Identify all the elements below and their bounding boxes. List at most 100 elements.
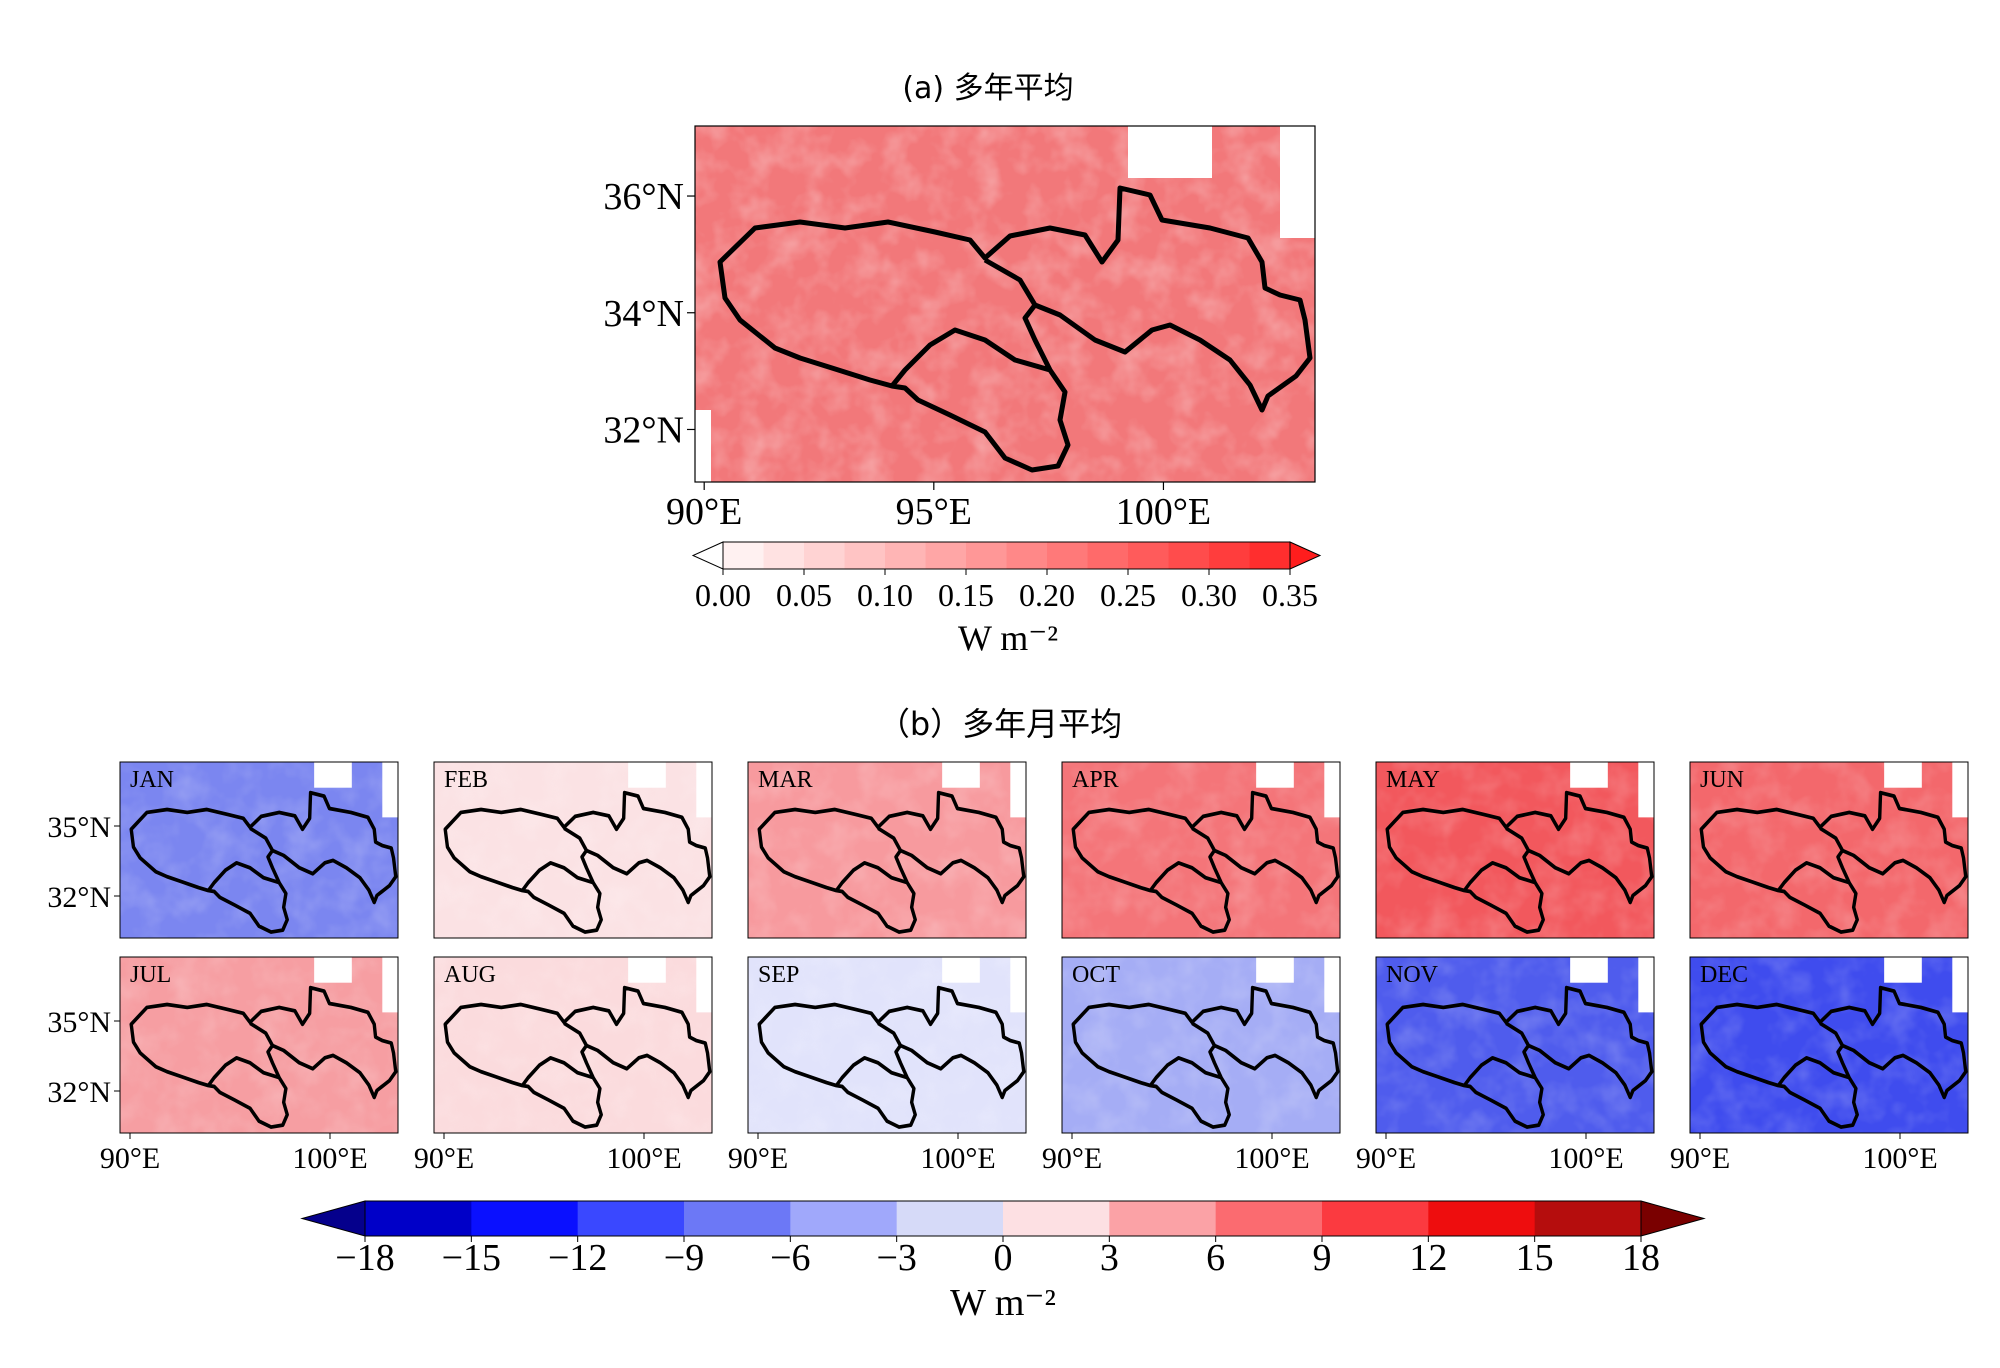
colorbar-a-tick-label: 0.35 xyxy=(1262,577,1318,613)
monthly-panel-frame xyxy=(119,761,399,939)
colorbar-a-swatch xyxy=(723,542,764,569)
colorbar-a-swatch xyxy=(1128,542,1169,569)
panel-a-x-tick-label: 95°E xyxy=(896,491,972,533)
monthly-panel-frame xyxy=(1061,761,1341,939)
panel-a-texture xyxy=(695,126,1315,482)
monthly-panel-frame xyxy=(1689,956,1969,1134)
monthly-panel-texture xyxy=(120,957,398,1133)
colorbar-a-under-arrow xyxy=(691,541,724,570)
colorbar-a-frame xyxy=(722,541,1291,570)
colorbar-b-tick-label: 15 xyxy=(1516,1237,1554,1279)
monthly-panel-texture xyxy=(120,762,398,938)
monthly-panel-frame xyxy=(119,956,399,1134)
monthly-panel-texture xyxy=(1376,957,1654,1133)
monthly-panel-label: MAY xyxy=(1386,767,1440,793)
colorbar-a-tick-label: 0.00 xyxy=(695,577,751,613)
monthly-panel-texture xyxy=(434,957,712,1133)
colorbar-b-swatch xyxy=(471,1201,579,1236)
monthly-panel-nov: NOV 90°E 100°E xyxy=(1356,956,1655,1175)
panel-a-frame xyxy=(694,125,1316,483)
panel-a-y-tick-label: 36°N xyxy=(603,176,684,218)
monthly-panel-missing-data xyxy=(382,762,398,818)
monthly-panel-texture xyxy=(1690,762,1968,938)
monthly-panel-missing-data xyxy=(1570,762,1608,788)
colorbar-b-tick-label: −15 xyxy=(442,1237,501,1279)
monthly-panel-sep: SEP 90°E 100°E xyxy=(728,956,1027,1175)
panel-b-x-tick-label: 90°E xyxy=(1356,1142,1416,1175)
panel-b-y-tick-label: 35°N xyxy=(47,1006,111,1039)
monthly-panel-label: MAR xyxy=(758,767,813,793)
monthly-panel-label: AUG xyxy=(444,962,496,988)
monthly-panel-missing-data xyxy=(1010,762,1026,818)
monthly-panel-frame xyxy=(1375,956,1655,1134)
panel-b-x-tick-label: 100°E xyxy=(1548,1142,1623,1175)
monthly-panel-label: SEP xyxy=(758,962,799,988)
monthly-panel-may: MAY xyxy=(1375,761,1655,939)
panel-b-y-tick-label: 32°N xyxy=(47,1076,111,1109)
monthly-panel-oct: OCT 90°E 100°E xyxy=(1042,956,1341,1175)
monthly-panel-missing-data xyxy=(696,762,712,818)
monthly-panel-dec: DEC 90°E 100°E xyxy=(1670,956,1969,1175)
colorbar-a-tick-label: 0.05 xyxy=(776,577,832,613)
monthly-panel-missing-data xyxy=(1570,957,1608,983)
colorbar-b-tick-label: 0 xyxy=(994,1237,1013,1279)
monthly-panel-jul: JUL 35°N 32°N 90°E 100°E xyxy=(47,956,399,1175)
monthly-panel-texture xyxy=(1690,957,1968,1133)
colorbar-b-swatch xyxy=(1534,1201,1642,1236)
panel-b-x-tick-label: 100°E xyxy=(606,1142,681,1175)
colorbar-a-tick-label: 0.15 xyxy=(938,577,994,613)
colorbar-a-tick-label: 0.25 xyxy=(1100,577,1156,613)
colorbar-a-swatch xyxy=(1047,542,1088,569)
monthly-panel-frame xyxy=(1375,761,1655,939)
monthly-panel-label: JUN xyxy=(1700,767,1744,793)
monthly-panel-texture xyxy=(1062,957,1340,1133)
panel-a-title: (a) 多年平均 xyxy=(902,71,1073,106)
monthly-panel-feb: FEB xyxy=(433,761,713,939)
monthly-panel-jun: JUN xyxy=(1689,761,1969,939)
colorbar-b-swatch xyxy=(577,1201,685,1236)
monthly-panel-missing-data xyxy=(628,957,666,983)
monthly-panel-missing-data xyxy=(696,957,712,1013)
colorbar-b-tick-label: −6 xyxy=(770,1237,810,1279)
monthly-panel-missing-data xyxy=(314,957,352,983)
monthly-panel-jan: JAN 35°N 32°N xyxy=(47,761,399,939)
panel-b-x-tick-label: 90°E xyxy=(1670,1142,1730,1175)
monthly-panel-missing-data xyxy=(942,957,980,983)
panel-b-y-tick-label: 32°N xyxy=(47,881,111,914)
monthly-panel-missing-data xyxy=(1952,957,1968,1013)
monthly-panel-aug: AUG 90°E 100°E xyxy=(414,956,713,1175)
panel-b-y-tick-label: 35°N xyxy=(47,811,111,844)
panel-b-x-tick-label: 100°E xyxy=(920,1142,995,1175)
monthly-panel-frame xyxy=(1061,956,1341,1134)
panel-a-missing-data xyxy=(1128,126,1212,178)
monthly-panel-label: JUL xyxy=(130,962,171,988)
monthly-panel-frame xyxy=(433,956,713,1134)
monthly-panel-label: OCT xyxy=(1072,962,1120,988)
colorbar-a-swatch xyxy=(1209,542,1250,569)
monthly-panel-missing-data xyxy=(1256,957,1294,983)
colorbar-a-swatch xyxy=(1249,542,1291,569)
panel-b-x-tick-label: 100°E xyxy=(292,1142,367,1175)
panel-a-x-tick-label: 100°E xyxy=(1116,491,1211,533)
panel-b-x-tick-label: 90°E xyxy=(1042,1142,1102,1175)
colorbar-b-swatch xyxy=(1428,1201,1536,1236)
colorbar-a-over-arrow xyxy=(1289,541,1322,570)
colorbar-b-swatch xyxy=(1003,1201,1110,1236)
monthly-panel-texture xyxy=(748,957,1026,1133)
colorbar-a-label: W m⁻² xyxy=(958,618,1058,658)
colorbar-b-swatch xyxy=(896,1201,1004,1236)
monthly-panel-frame xyxy=(747,956,1027,1134)
colorbar-a-swatch xyxy=(763,542,805,569)
monthly-panel-label: JAN xyxy=(130,767,174,793)
colorbar-a-swatch xyxy=(885,542,926,569)
monthly-panel-missing-data xyxy=(1884,957,1922,983)
colorbar-a-tick-label: 0.20 xyxy=(1019,577,1075,613)
monthly-panel-missing-data xyxy=(1324,762,1340,818)
colorbar-b-tick-label: −9 xyxy=(664,1237,704,1279)
colorbar-b-swatch xyxy=(365,1201,472,1236)
colorbar-b-tick-label: 18 xyxy=(1622,1237,1660,1279)
monthly-panel-missing-data xyxy=(1256,762,1294,788)
monthly-panel-missing-data xyxy=(1884,762,1922,788)
panel-a-y-tick-label: 32°N xyxy=(603,409,684,451)
